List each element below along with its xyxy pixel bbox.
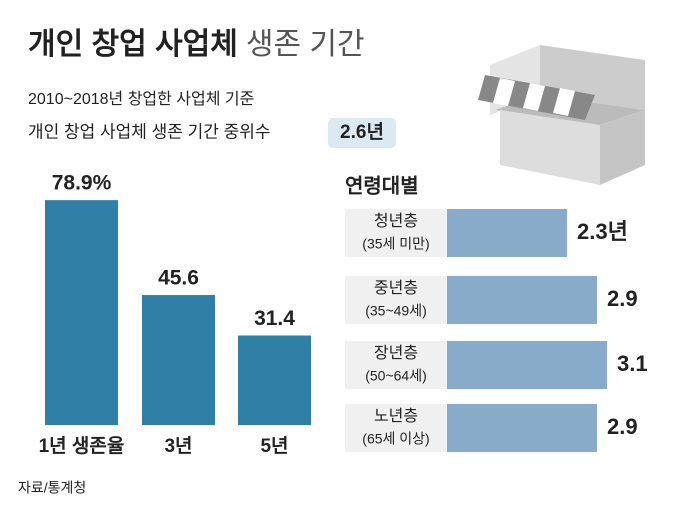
value-label: 2.9 bbox=[607, 414, 638, 439]
value-label: 2.9 bbox=[607, 286, 638, 311]
bar bbox=[238, 335, 311, 425]
title: 개인 창업 사업체 생존 기간 bbox=[28, 28, 365, 61]
median-highlight bbox=[328, 118, 396, 148]
category-label: 1년 생존율 bbox=[39, 435, 125, 457]
median-label: 개인 창업 사업체 생존 기간 중위수 bbox=[28, 122, 271, 141]
category-detail: (35세 미만) bbox=[362, 236, 429, 252]
bar bbox=[447, 404, 597, 452]
chart-title: 연령대별 bbox=[345, 174, 419, 197]
label-box bbox=[345, 276, 447, 324]
category-label: 청년층 bbox=[374, 212, 418, 230]
value-label: 3.1 bbox=[617, 351, 648, 376]
bar bbox=[447, 209, 567, 257]
category-detail: (65세 이상) bbox=[362, 431, 429, 447]
value-label: 31.4 bbox=[254, 307, 295, 330]
bar bbox=[447, 341, 607, 389]
label-box bbox=[345, 209, 447, 257]
bar bbox=[142, 295, 215, 425]
title-bold: 개인 창업 사업체 bbox=[28, 28, 238, 61]
category-detail: (50~64세) bbox=[365, 368, 427, 384]
store-icon bbox=[478, 45, 645, 185]
value-label: 2.3년 bbox=[577, 219, 628, 244]
bar bbox=[447, 276, 597, 324]
bar bbox=[45, 200, 118, 425]
subtitle: 2010~2018년 창업한 사업체 기준 bbox=[28, 90, 254, 108]
category-label: 노년층 bbox=[374, 407, 418, 425]
value-label: 45.6 bbox=[158, 267, 199, 290]
category-label: 중년층 bbox=[374, 279, 418, 297]
value-label: 78.9% bbox=[52, 172, 112, 195]
title-light: 생존 기간 bbox=[246, 28, 365, 61]
category-label: 5년 bbox=[260, 435, 288, 457]
median-value: 2.6년 bbox=[340, 121, 384, 143]
source: 자료/통계청 bbox=[18, 480, 86, 496]
label-box bbox=[345, 404, 447, 452]
category-label: 장년층 bbox=[374, 344, 418, 362]
category-detail: (35~49세) bbox=[365, 303, 427, 319]
category-label: 3년 bbox=[164, 435, 192, 457]
label-box bbox=[345, 341, 447, 389]
